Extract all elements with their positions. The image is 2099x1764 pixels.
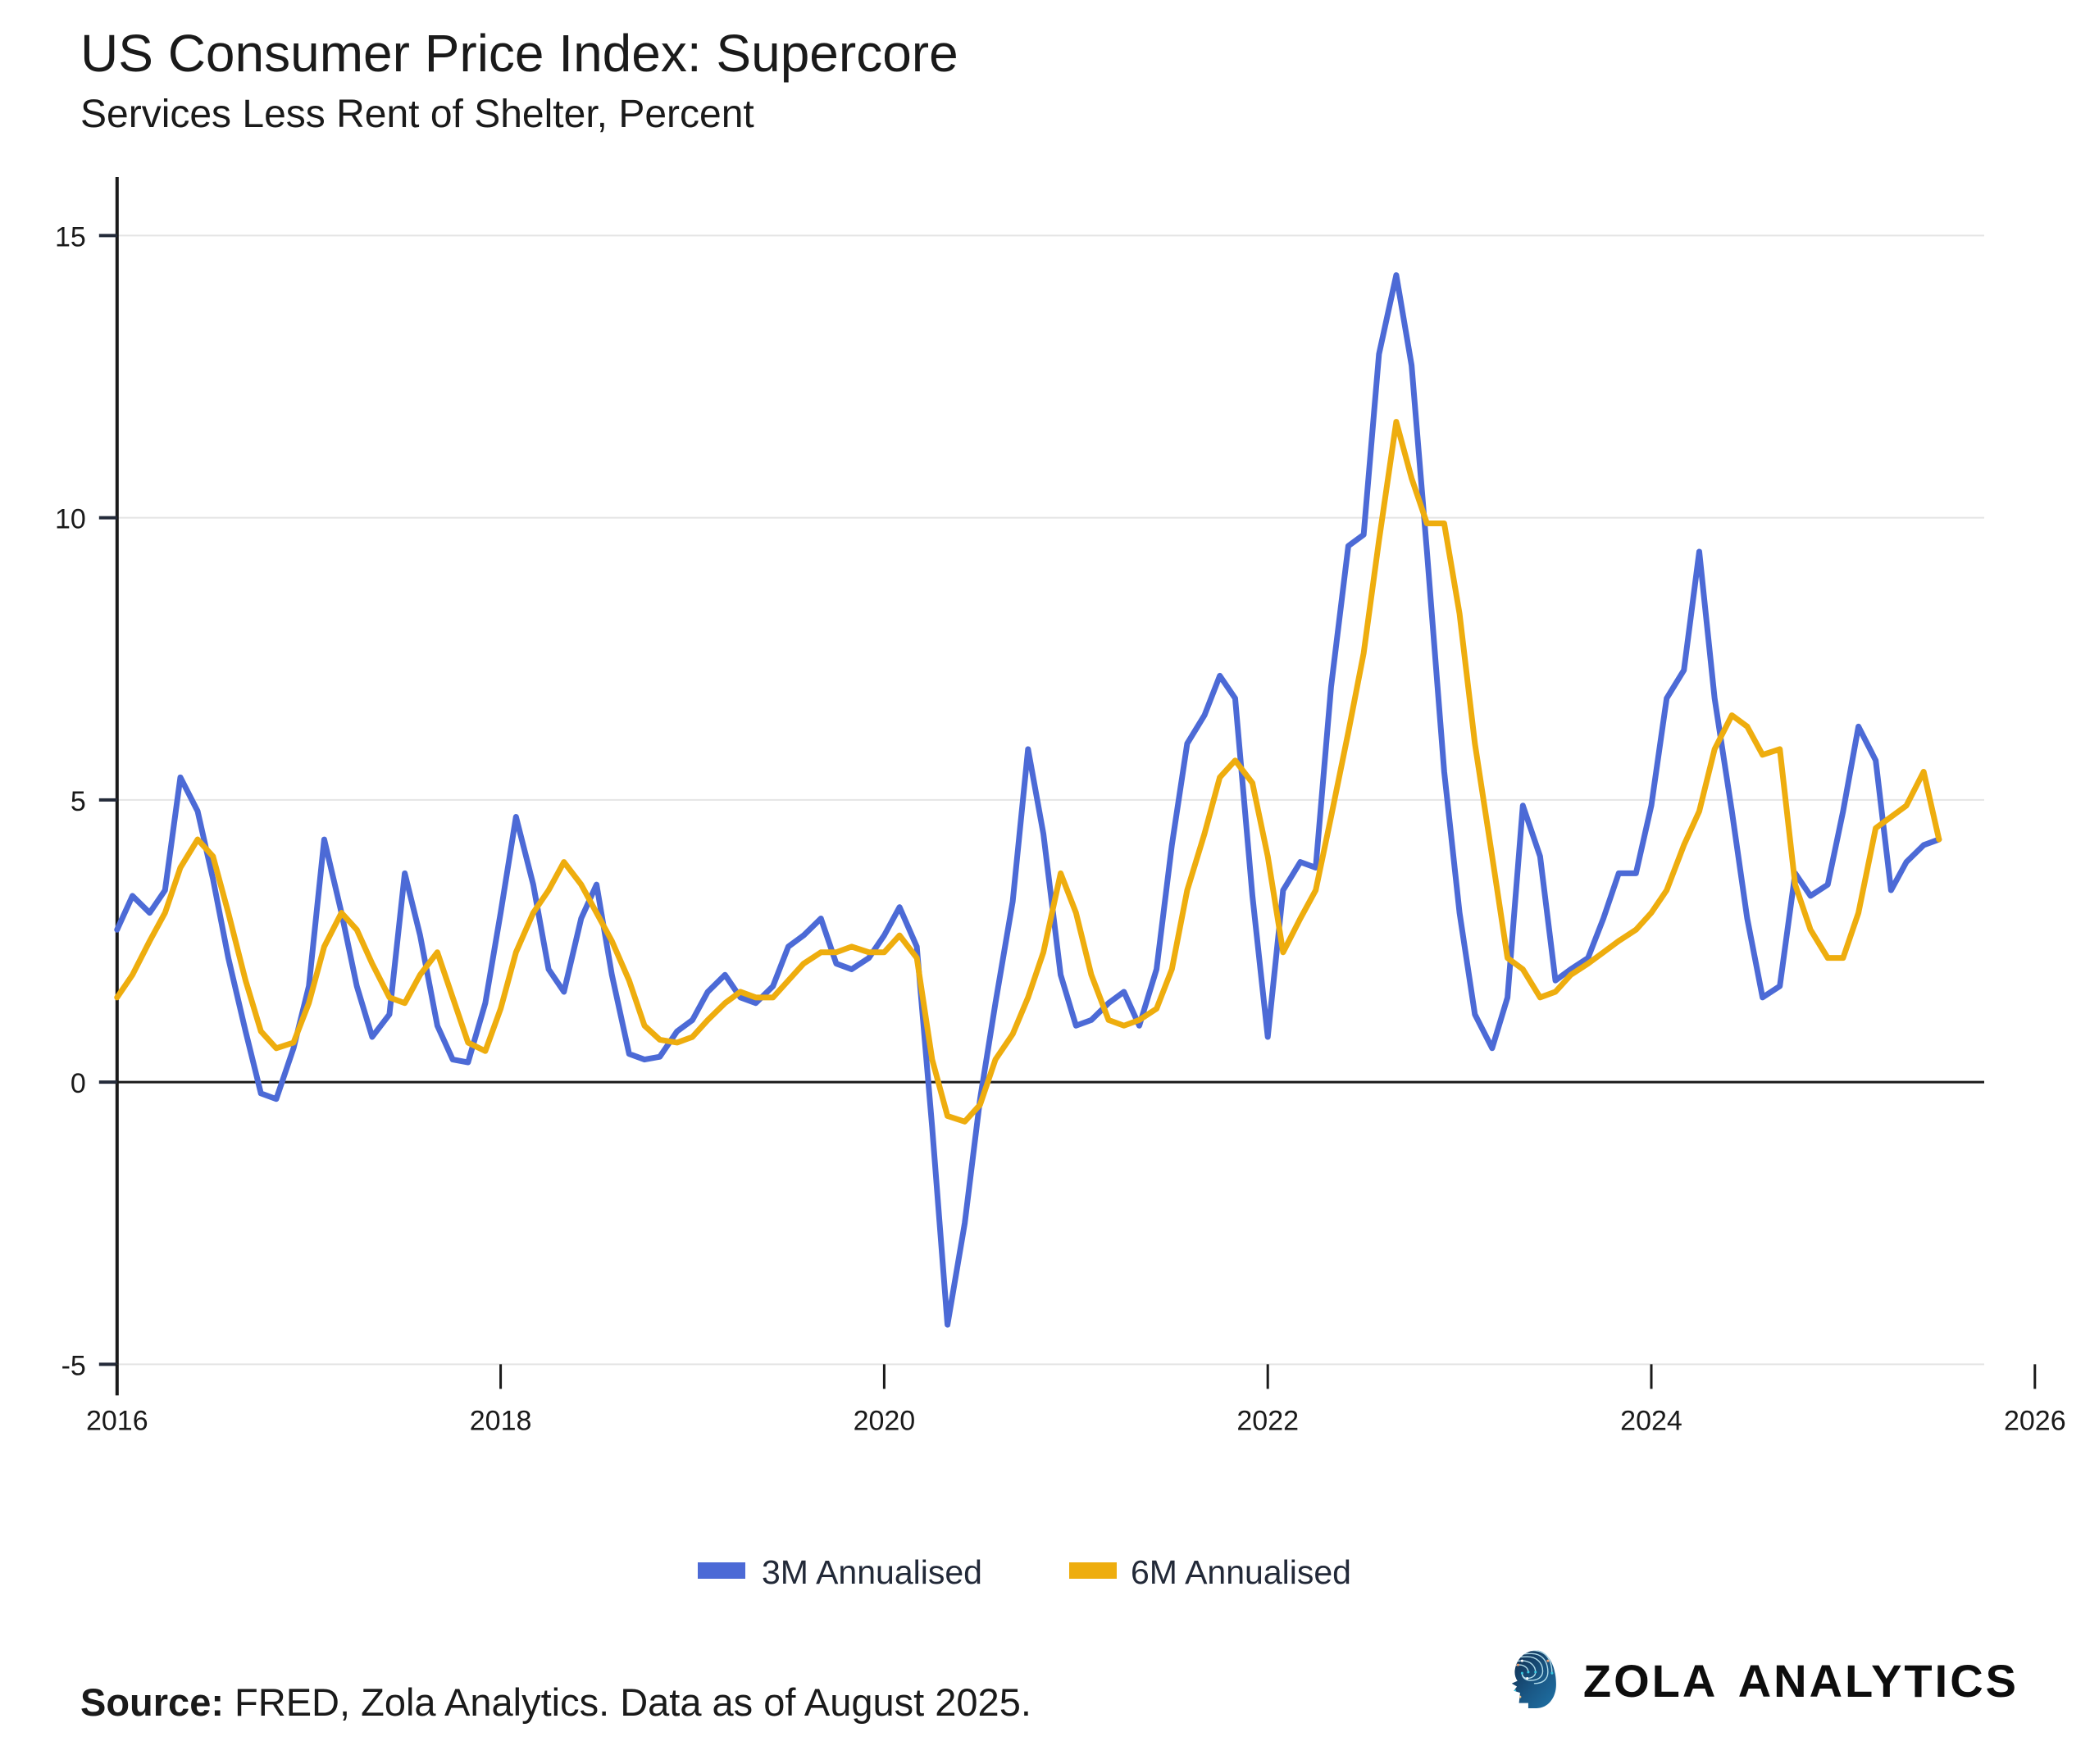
svg-text:-5: -5 [61, 1350, 86, 1381]
svg-text:2022: 2022 [1236, 1405, 1299, 1436]
svg-text:3M Annualised: 3M Annualised [762, 1553, 982, 1591]
svg-text:2020: 2020 [854, 1405, 916, 1436]
svg-text:2026: 2026 [2004, 1405, 2066, 1436]
svg-text:0: 0 [71, 1068, 86, 1099]
svg-text:6M Annualised: 6M Annualised [1131, 1553, 1351, 1591]
svg-text:10: 10 [55, 504, 86, 535]
svg-text:2024: 2024 [1620, 1405, 1682, 1436]
svg-text:2018: 2018 [470, 1405, 532, 1436]
svg-text:2016: 2016 [86, 1405, 148, 1436]
svg-text:15: 15 [55, 221, 86, 252]
svg-text:5: 5 [71, 786, 86, 817]
